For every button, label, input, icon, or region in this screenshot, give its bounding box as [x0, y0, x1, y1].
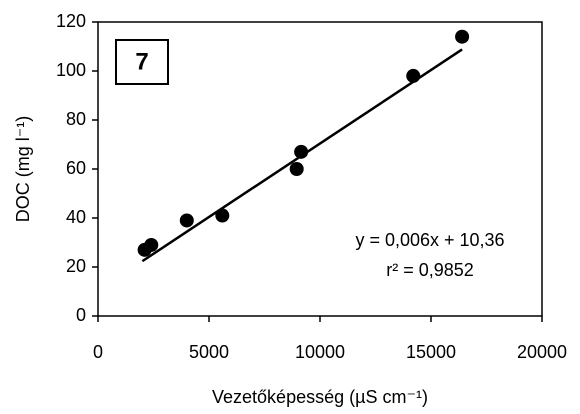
y-axis-label: DOC (mg l⁻¹)	[13, 116, 33, 223]
y-tick-label: 100	[56, 60, 86, 80]
y-tick-label: 120	[56, 11, 86, 31]
y-tick-label: 60	[66, 158, 86, 178]
r-squared: r² = 0,9852	[386, 260, 474, 280]
data-point	[179, 213, 194, 228]
data-point	[455, 29, 470, 44]
x-tick-label: 0	[93, 342, 103, 362]
y-tick-label: 0	[76, 305, 86, 325]
data-point	[406, 68, 421, 83]
data-point	[144, 237, 159, 252]
equation: y = 0,006x + 10,36	[355, 230, 504, 250]
data-point	[289, 162, 304, 176]
y-tick-label: 20	[66, 256, 86, 276]
y-tick-label: 80	[66, 109, 86, 129]
x-tick-label: 10000	[295, 342, 345, 362]
x-tick-label: 5000	[189, 342, 229, 362]
y-tick-label: 40	[66, 207, 86, 227]
data-point	[215, 208, 230, 223]
panel-label: 7	[135, 48, 148, 75]
x-tick-label: 15000	[406, 342, 456, 362]
panel-box	[115, 39, 169, 85]
data-point	[294, 144, 309, 159]
x-axis-label: Vezetőképesség (µS cm⁻¹)	[212, 387, 428, 407]
x-tick-label: 20000	[517, 342, 567, 362]
